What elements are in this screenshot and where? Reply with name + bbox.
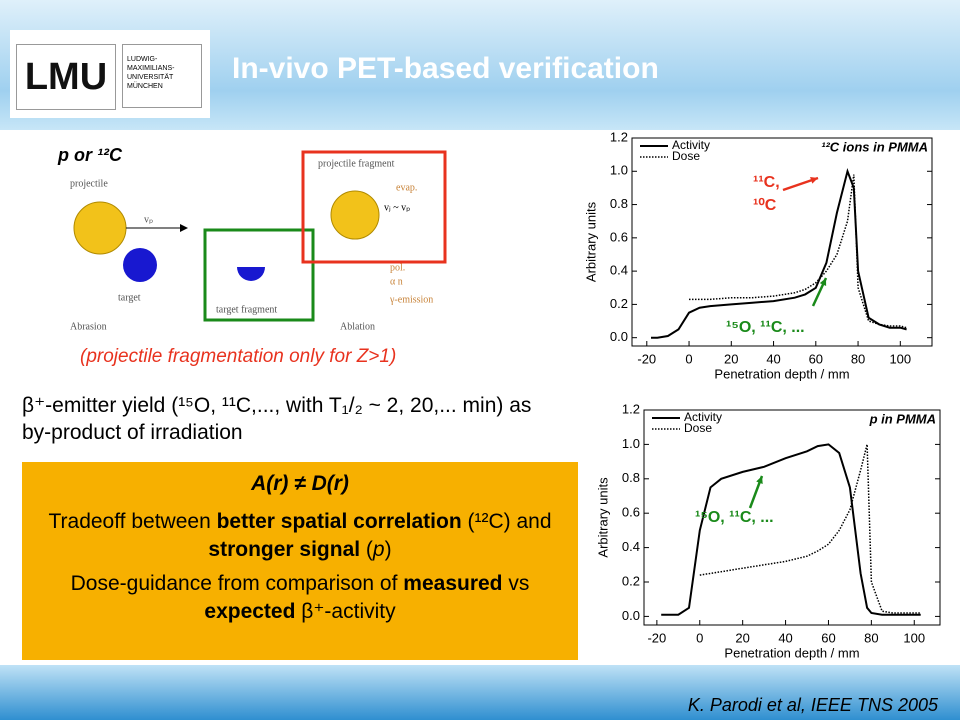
annotation: ¹¹C, bbox=[753, 174, 780, 191]
text: ) bbox=[385, 538, 392, 561]
x-tick-label: -20 bbox=[647, 630, 666, 645]
legend-label: Dose bbox=[672, 149, 700, 163]
line bbox=[651, 171, 907, 337]
annotation: ¹⁰C bbox=[753, 197, 777, 214]
y-tick-label: 0.0 bbox=[622, 608, 640, 623]
y-tick-label: 0.8 bbox=[610, 196, 628, 211]
target bbox=[123, 248, 157, 282]
y-tick-label: 0.2 bbox=[610, 296, 628, 311]
target-fragment bbox=[237, 267, 265, 281]
label: evap. bbox=[396, 182, 417, 193]
x-tick-label: 20 bbox=[724, 351, 738, 366]
text: p bbox=[373, 538, 385, 561]
x-tick-label: 100 bbox=[903, 630, 925, 645]
plot-frame bbox=[632, 138, 932, 346]
logo-box: LMU LUDWIG- MAXIMILIANS- UNIVERSITÄT MÜN… bbox=[10, 30, 210, 118]
paragraph: Tradeoff between better spatial correlat… bbox=[30, 508, 570, 564]
line bbox=[661, 444, 921, 614]
y-tick-label: 0.6 bbox=[622, 505, 640, 520]
label: α n bbox=[390, 276, 403, 287]
diagram: p or ¹²C projectile vₚ target Abrasion t… bbox=[20, 140, 490, 340]
paragraph: β⁺-emitter yield (¹⁵O, ¹¹C,..., with T₁/… bbox=[22, 392, 552, 446]
chart-title: ¹²C ions in PMMA bbox=[821, 139, 928, 154]
slide: LMU LUDWIG- MAXIMILIANS- UNIVERSITÄT MÜN… bbox=[0, 0, 960, 720]
y-tick-label: 0.2 bbox=[622, 573, 640, 588]
text: (¹²C) and bbox=[462, 510, 552, 533]
x-tick-label: 60 bbox=[809, 351, 823, 366]
chart: 0.0 0.2 0.4 0.6 0.8 1.0 1.2 -20 0 20 40 60 80 100 Pene… bbox=[578, 128, 953, 390]
label: Ablation bbox=[340, 321, 375, 332]
y-tick-label: 0.4 bbox=[622, 539, 640, 554]
label: p or ¹²C bbox=[57, 145, 123, 165]
text: stronger signal bbox=[208, 538, 360, 561]
text: expected bbox=[204, 600, 295, 623]
x-tick-label: 60 bbox=[821, 630, 835, 645]
annotation: ¹⁵O, ¹¹C, ... bbox=[695, 509, 774, 526]
highlight-box: A(r) ≠ D(r) Tradeoff between better spat… bbox=[22, 462, 578, 660]
x-tick-label: 100 bbox=[889, 351, 911, 366]
x-axis-label: Penetration depth / mm bbox=[724, 645, 859, 660]
x-tick-label: 20 bbox=[735, 630, 749, 645]
note: (projectile fragmentation only for Z>1) bbox=[80, 346, 396, 368]
y-tick-label: 0.8 bbox=[622, 470, 640, 485]
label: target bbox=[118, 292, 141, 303]
text: ( bbox=[360, 538, 373, 561]
x-tick-label: 80 bbox=[864, 630, 878, 645]
arrow-head bbox=[810, 177, 818, 184]
label: projectile bbox=[70, 178, 108, 189]
x-tick-label: 40 bbox=[778, 630, 792, 645]
citation: K. Parodi et al, IEEE TNS 2005 bbox=[688, 695, 938, 716]
logo-sub: LUDWIG- MAXIMILIANS- UNIVERSITÄT MÜNCHEN bbox=[122, 44, 202, 108]
annotation: ¹⁵O, ¹¹C, ... bbox=[726, 319, 805, 336]
x-axis-label: Penetration depth / mm bbox=[714, 366, 849, 381]
text: better spatial correlation bbox=[217, 510, 462, 533]
chart: 0.0 0.2 0.4 0.6 0.8 1.0 1.2 -20 0 20 40 60 80 100 Pene… bbox=[580, 398, 955, 666]
plot-frame bbox=[644, 410, 940, 625]
text: measured bbox=[403, 572, 502, 595]
arrow bbox=[180, 224, 188, 232]
label: pol. bbox=[390, 262, 405, 273]
x-tick-label: 40 bbox=[766, 351, 780, 366]
chart-title: p in PMMA bbox=[869, 411, 936, 426]
text: Tradeoff between bbox=[48, 510, 216, 533]
projectile-fragment bbox=[331, 191, 379, 239]
label: vₚ bbox=[144, 214, 153, 225]
y-tick-label: 1.0 bbox=[610, 163, 628, 178]
label: target fragment bbox=[216, 304, 277, 315]
y-tick-label: 0.6 bbox=[610, 229, 628, 244]
label: Abrasion bbox=[70, 321, 107, 332]
heading: A(r) ≠ D(r) bbox=[22, 470, 578, 498]
y-tick-label: 1.0 bbox=[622, 436, 640, 451]
x-tick-label: -20 bbox=[637, 351, 656, 366]
label: γ-emission bbox=[389, 294, 433, 305]
paragraph: Dose-guidance from comparison of measure… bbox=[62, 570, 538, 626]
legend-label: Dose bbox=[684, 421, 712, 435]
text: β⁺-activity bbox=[295, 600, 395, 623]
y-axis-label: Arbitrary units bbox=[595, 477, 610, 558]
y-tick-label: 1.2 bbox=[610, 129, 628, 144]
y-axis-label: Arbitrary units bbox=[583, 201, 598, 282]
y-tick-label: 1.2 bbox=[622, 401, 640, 416]
x-tick-label: 0 bbox=[685, 351, 692, 366]
x-tick-label: 0 bbox=[696, 630, 703, 645]
y-tick-label: 0.0 bbox=[610, 329, 628, 344]
y-tick-label: 0.4 bbox=[610, 263, 628, 278]
projectile bbox=[74, 202, 126, 254]
text: Dose-guidance from comparison of bbox=[71, 572, 404, 595]
text: vs bbox=[503, 572, 530, 595]
title: In-vivo PET-based verification bbox=[232, 52, 659, 86]
x-tick-label: 80 bbox=[851, 351, 865, 366]
line bbox=[700, 444, 921, 613]
logo: LMU bbox=[16, 44, 116, 110]
label: vⱼ ~ vₚ bbox=[384, 202, 410, 213]
label: projectile fragment bbox=[318, 158, 395, 169]
